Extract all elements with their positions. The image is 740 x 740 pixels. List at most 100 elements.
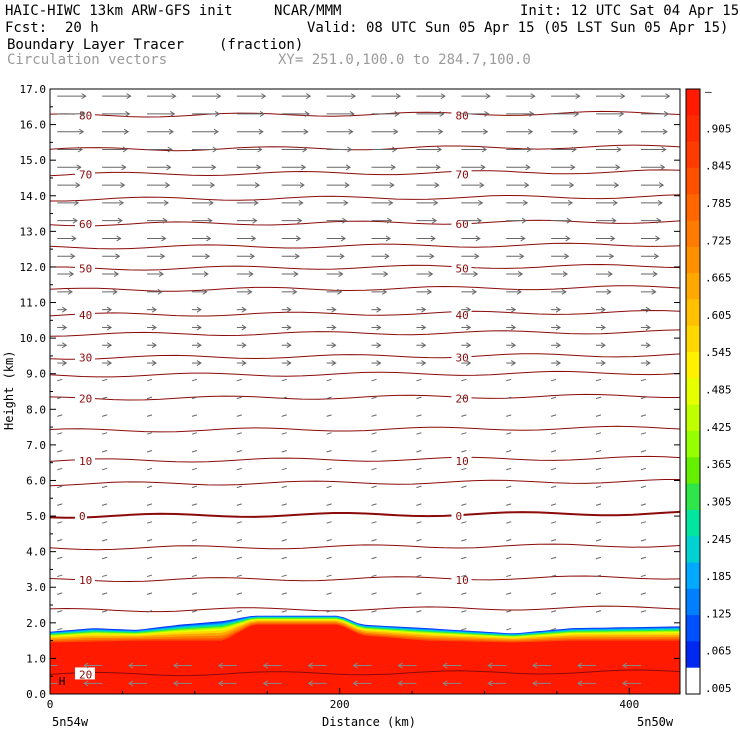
vector-head [376, 360, 382, 366]
vector-head [564, 253, 570, 260]
vector-head [658, 182, 665, 189]
circulation-vector [550, 503, 557, 506]
contour-label-bg [74, 108, 95, 121]
circulation-vector [101, 378, 108, 382]
temperature-contour [50, 263, 680, 271]
circulation-vector [236, 485, 242, 489]
circulation-vector [326, 574, 332, 578]
vector-head [256, 164, 262, 171]
vector-head [167, 146, 173, 153]
contour-label-bg [74, 509, 87, 522]
contour-label-bg [74, 573, 95, 586]
circulation-vector [57, 556, 63, 560]
vector-head [530, 93, 536, 100]
vector-head [476, 217, 483, 224]
colorbar-swatch [686, 378, 700, 406]
temperature-contour [50, 425, 680, 433]
vector-head [196, 324, 202, 331]
vector-head [655, 235, 661, 242]
circulation-vector [146, 414, 153, 417]
vector-head [249, 253, 256, 260]
vector-head [262, 680, 268, 687]
vector-head [349, 110, 355, 117]
circulation-vector [461, 378, 467, 382]
vector-head [474, 253, 480, 260]
circulation-vector [506, 378, 512, 382]
circulation-vector [461, 467, 467, 471]
circulation-vector [57, 396, 63, 400]
contour-label: 60 [79, 218, 92, 231]
vector-head [421, 360, 427, 366]
vector-head [331, 306, 337, 313]
vector-head [297, 217, 303, 224]
circulation-vector [281, 556, 287, 560]
vector-head [516, 288, 522, 295]
temperature-contour [50, 370, 680, 378]
vector-head [510, 306, 517, 313]
circulation-vector [595, 592, 602, 595]
contour-label: 40 [79, 309, 92, 322]
contour-label: 30 [79, 352, 92, 365]
vector-head [77, 146, 83, 153]
circulation-vector [326, 538, 332, 542]
vector-head [383, 271, 389, 277]
colorbar-label: .425 [705, 421, 732, 434]
vector-head [293, 271, 299, 277]
circulation-vector [146, 592, 153, 595]
contour-label-bg [451, 453, 472, 466]
vector-head [67, 288, 73, 295]
circulation-vector [416, 503, 422, 506]
circulation-vector [326, 521, 332, 524]
circulation-vector [281, 450, 287, 453]
circulation-vector [595, 432, 602, 435]
contour-label: 30 [456, 352, 469, 365]
y-tick-label: 3.0 [26, 581, 46, 594]
vector-head [171, 93, 177, 100]
y-tick-label: 17.0 [20, 83, 47, 96]
contour-label: 70 [456, 168, 469, 181]
vector-head [397, 680, 403, 687]
circulation-vector [57, 574, 63, 578]
vector-head [118, 199, 125, 206]
circulation-vector [416, 610, 422, 613]
vector-head [162, 217, 168, 224]
circulation-vector [146, 450, 153, 453]
vector-head [304, 110, 310, 117]
vector-head [487, 680, 493, 687]
vector-head [613, 182, 620, 189]
vector-head [339, 253, 345, 260]
temperature-contour [50, 285, 680, 292]
vector-head [606, 288, 612, 295]
vector-head [72, 217, 78, 224]
colorbar-label: .905 [705, 122, 732, 135]
circulation-vector [101, 610, 108, 613]
vector-head [562, 271, 569, 277]
colorbar-swatch [686, 404, 700, 432]
vector-head [203, 271, 209, 277]
circulation-vector [640, 432, 647, 435]
vector-head [217, 680, 224, 687]
vector-head [241, 306, 247, 313]
y-tick-label: 14.0 [20, 190, 47, 203]
circulation-vector [506, 432, 512, 435]
circulation-vector [595, 414, 602, 417]
vector-head [376, 342, 382, 349]
y-tick-label: 13.0 [20, 225, 47, 238]
vector-head [487, 662, 493, 669]
y-tick-label: 0.0 [26, 688, 46, 701]
circulation-vector [371, 610, 377, 613]
vector-head [617, 128, 623, 135]
vector-head [510, 360, 517, 366]
vector-head [76, 164, 82, 171]
circulation-vector [101, 414, 108, 417]
vector-head [286, 324, 292, 331]
vector-head [259, 110, 266, 117]
circulation-vector [146, 467, 153, 471]
vector-head [555, 324, 562, 331]
vector-head [478, 199, 484, 206]
y-tick-label: 1.0 [26, 652, 46, 665]
circulation-vector [236, 556, 242, 560]
x-axis-label: Distance (km) [322, 715, 416, 729]
vector-head [211, 164, 217, 171]
circulation-vector [640, 467, 647, 471]
